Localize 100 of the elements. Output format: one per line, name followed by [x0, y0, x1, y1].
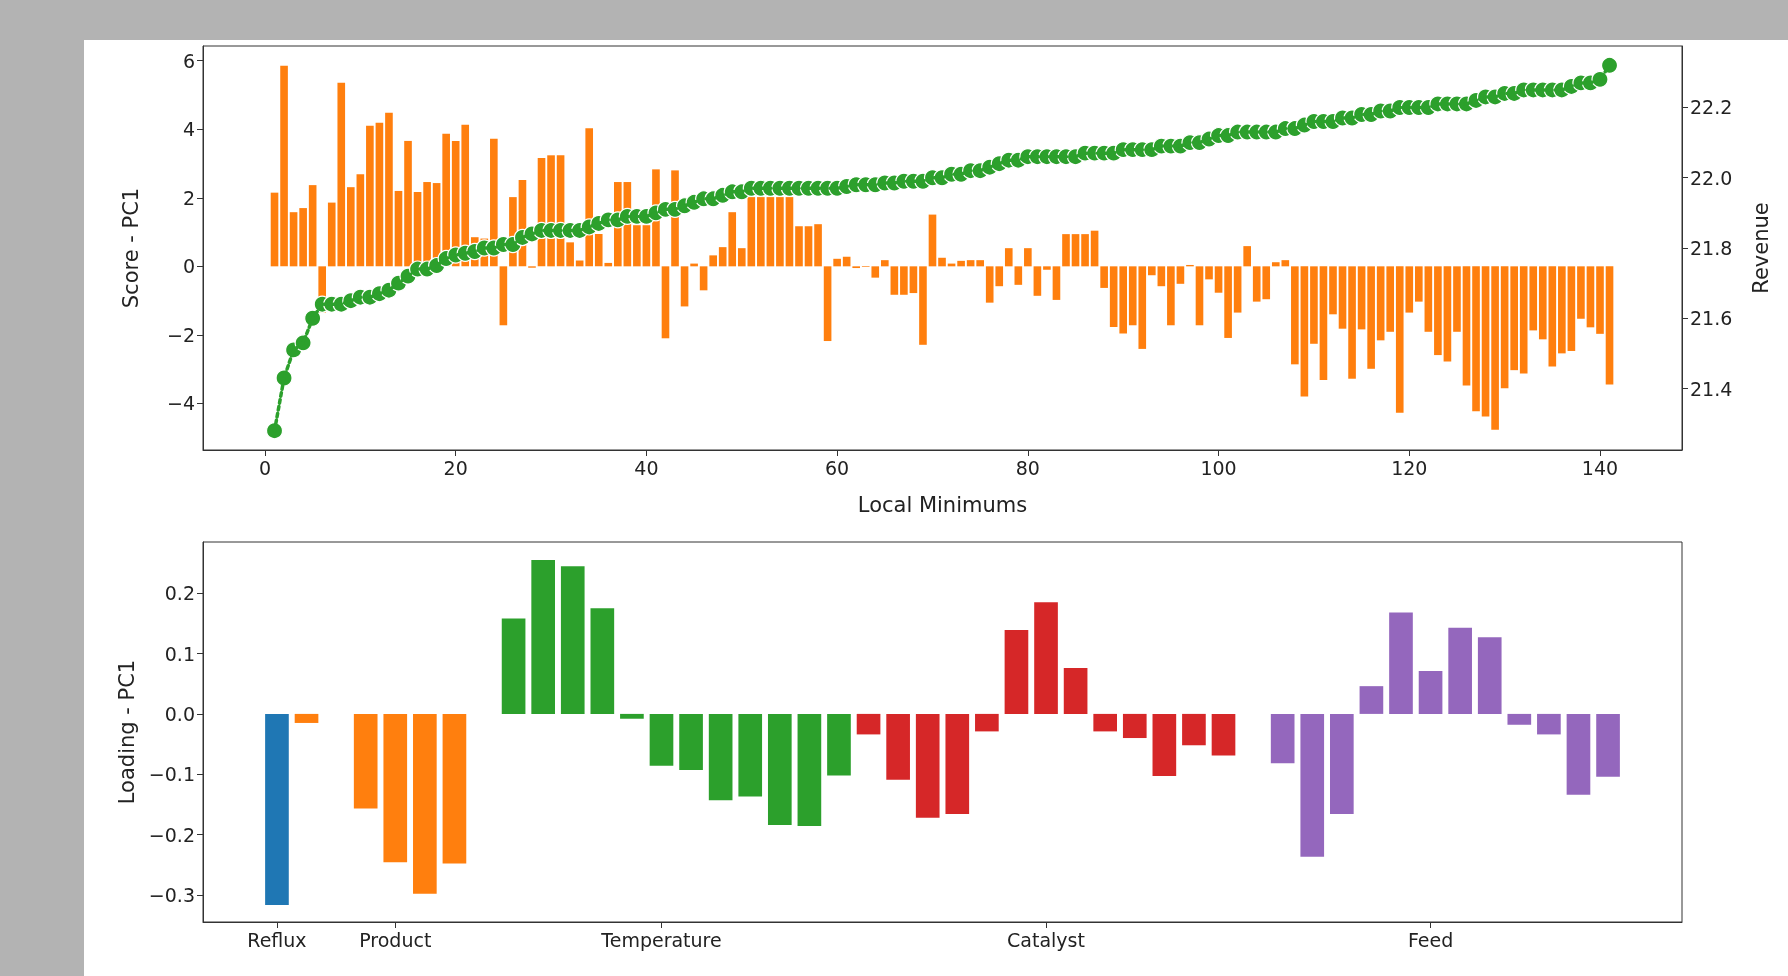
- bar: [1109, 266, 1118, 327]
- bar: [1348, 266, 1356, 379]
- bar: [1481, 266, 1490, 417]
- y-tick-label: 2: [182, 186, 195, 209]
- x-tick-label: 100: [1200, 456, 1237, 479]
- bar: [1453, 266, 1461, 332]
- bar: [1330, 713, 1354, 815]
- bar: [1243, 246, 1251, 267]
- bar: [880, 260, 889, 267]
- bar: [900, 266, 908, 295]
- bar: [1093, 713, 1118, 732]
- bar: [1224, 266, 1232, 338]
- bar: [833, 258, 841, 267]
- y-tick-label: 0.2: [164, 582, 195, 605]
- bar: [938, 257, 946, 267]
- bar: [1567, 266, 1576, 351]
- bar: [1359, 686, 1384, 714]
- bar: [1148, 266, 1156, 276]
- bar: [1014, 266, 1023, 285]
- bar: [1300, 713, 1325, 857]
- y-tick-label: −2: [166, 323, 195, 346]
- bar: [1605, 266, 1614, 385]
- y2-tick-label: 21.6: [1690, 307, 1733, 330]
- bar: [590, 608, 615, 714]
- bar: [1424, 266, 1433, 332]
- bar: [1319, 266, 1328, 381]
- bar: [1152, 713, 1177, 777]
- bar: [1004, 248, 1013, 267]
- bar: [1338, 266, 1347, 329]
- x-tick-label: 40: [634, 456, 659, 479]
- y-tick-label: 0: [182, 255, 195, 278]
- bar: [1389, 612, 1413, 714]
- bar: [531, 560, 555, 714]
- bar: [1586, 266, 1595, 328]
- bar: [795, 226, 803, 267]
- bar: [1577, 266, 1585, 319]
- y-tick-label: 6: [182, 49, 195, 72]
- bar: [1063, 668, 1088, 714]
- bar: [346, 187, 355, 267]
- bar: [1596, 266, 1604, 334]
- bar: [1291, 266, 1299, 365]
- bar: [909, 266, 918, 294]
- bar: [797, 713, 822, 827]
- bar: [1090, 230, 1099, 267]
- bar: [945, 713, 970, 815]
- x-tick-label: Reflux: [247, 928, 307, 951]
- bar: [280, 65, 288, 267]
- bar: [915, 713, 940, 818]
- bar: [413, 713, 437, 894]
- y2-tick-label: 22.2: [1690, 96, 1733, 119]
- bar: [1443, 266, 1452, 362]
- bar: [856, 713, 881, 735]
- x-tick-label: 60: [825, 456, 850, 479]
- bar: [1167, 266, 1175, 326]
- bar: [1195, 266, 1204, 326]
- x-tick-label: Catalyst: [1007, 928, 1085, 951]
- bar: [1448, 627, 1472, 714]
- bar: [1176, 266, 1185, 284]
- bar: [1596, 713, 1620, 777]
- bar: [1270, 713, 1295, 764]
- y2-tick-label: 21.8: [1690, 237, 1733, 259]
- bar: [975, 713, 999, 732]
- bar: [1119, 266, 1128, 334]
- bar: [1182, 713, 1206, 746]
- bar: [1214, 266, 1223, 293]
- bar: [827, 713, 851, 776]
- bar: [1205, 266, 1213, 280]
- bar: [1233, 266, 1242, 313]
- bar: [366, 125, 374, 267]
- bar: [1033, 266, 1042, 296]
- bar: [499, 266, 508, 326]
- y-tick-label: −4: [166, 392, 195, 415]
- bar: [1537, 713, 1561, 735]
- bar: [1418, 671, 1443, 714]
- bar: [699, 266, 708, 291]
- bar: [270, 192, 279, 267]
- y-tick-label: −0.3: [148, 883, 195, 906]
- bar: [804, 226, 813, 267]
- bar: [356, 174, 365, 267]
- bar: [1558, 266, 1566, 354]
- bar: [679, 713, 703, 770]
- y-tick-label: −0.1: [148, 763, 195, 786]
- bar: [1052, 266, 1061, 300]
- bar: [1043, 266, 1051, 270]
- bar: [1500, 266, 1509, 389]
- bar: [1211, 713, 1236, 756]
- y2-axis-title: Revenue: [1748, 202, 1773, 294]
- bar: [928, 214, 937, 267]
- x-tick-label: 20: [443, 456, 468, 479]
- bar: [1081, 234, 1089, 267]
- y2-tick-label: 21.4: [1690, 377, 1733, 400]
- bar: [1566, 713, 1591, 795]
- x-tick-label: 0: [258, 456, 272, 479]
- bar: [1367, 266, 1375, 369]
- bar: [620, 713, 644, 719]
- x-tick-label: Feed: [1407, 928, 1454, 951]
- bar: [289, 212, 298, 267]
- y-tick-label: −0.2: [148, 823, 195, 846]
- x-axis-title: Local Minimums: [857, 492, 1028, 517]
- bar: [394, 190, 403, 267]
